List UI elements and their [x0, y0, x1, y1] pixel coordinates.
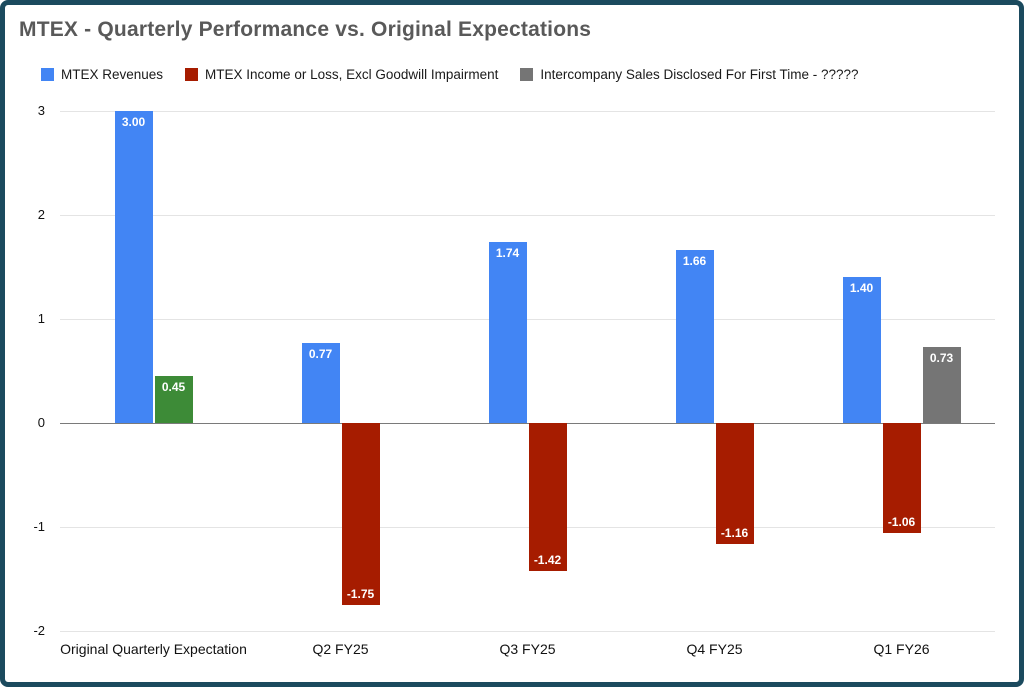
bar-value-label: -1.42 — [533, 552, 562, 567]
bar-value-label: 0.73 — [929, 351, 954, 366]
x-category-label: Q4 FY25 — [686, 641, 743, 657]
bar-value-label: 0.77 — [308, 346, 333, 361]
legend-swatch-icon — [520, 68, 534, 81]
bar: -1.75 — [341, 423, 380, 605]
bar: 1.74 — [488, 242, 527, 423]
bar-value-label: 1.74 — [495, 246, 520, 261]
chart-title: MTEX - Quarterly Performance vs. Origina… — [19, 18, 592, 41]
legend-label: MTEX Income or Loss, Excl Goodwill Impai… — [205, 67, 499, 82]
legend-swatch-icon — [41, 68, 54, 81]
x-category-label: Q2 FY25 — [312, 641, 369, 657]
bar-value-label: 3.00 — [121, 115, 146, 129]
bar-value-label: -1.16 — [720, 525, 749, 540]
bar: 0.73 — [922, 347, 961, 423]
chart-legend: MTEX Revenues MTEX Income or Loss, Excl G… — [41, 67, 859, 82]
gridline — [60, 527, 995, 528]
bar: 1.40 — [842, 277, 881, 423]
legend-item: MTEX Income or Loss, Excl Goodwill Impai… — [185, 67, 498, 82]
legend-item: MTEX Revenues — [41, 67, 163, 82]
y-tick-label: 2 — [37, 207, 45, 222]
y-axis: 3 2 1 0 -1 -2 — [5, 103, 49, 638]
bar: 0.45 — [154, 376, 193, 423]
y-tick-label: -1 — [33, 519, 45, 534]
x-category-label: Original Quarterly Expectation — [60, 641, 247, 657]
bar: -1.16 — [715, 423, 754, 544]
x-axis: Original Quarterly Expectation Q2 FY25 Q3 … — [60, 631, 995, 667]
x-category-label: Q1 FY26 — [873, 641, 930, 657]
zero-axis-line — [60, 423, 995, 424]
plot-area: 3.00 0.45 0.77 -1.75 1.74 -1.42 1.66 -1.16 1.40 -… — [60, 111, 995, 632]
bar: 0.77 — [301, 342, 340, 423]
gridline — [60, 215, 995, 216]
legend-label: Intercompany Sales Disclosed For First T… — [540, 67, 859, 82]
gridline — [60, 319, 995, 320]
y-tick-label: 1 — [37, 311, 45, 326]
bar: -1.06 — [882, 423, 921, 534]
legend-label: MTEX Revenues — [61, 67, 164, 82]
bar-value-label: 0.45 — [161, 380, 186, 395]
bar: 3.00 — [114, 111, 153, 423]
gridline — [60, 111, 995, 112]
legend-swatch-icon — [185, 68, 199, 81]
y-tick-label: -2 — [33, 623, 45, 638]
gridline — [60, 631, 995, 632]
bar-value-label: -1.06 — [887, 515, 916, 530]
bar: 1.66 — [675, 250, 714, 423]
bar-value-label: -1.75 — [346, 587, 375, 601]
bar-value-label: 1.66 — [682, 254, 707, 269]
legend-item: Intercompany Sales Disclosed For First T… — [520, 67, 859, 82]
bar-value-label: 1.40 — [849, 281, 874, 296]
x-category-label: Q3 FY25 — [499, 641, 556, 657]
y-tick-label: 3 — [37, 103, 45, 118]
bar: -1.42 — [528, 423, 567, 571]
y-tick-label: 0 — [37, 415, 45, 430]
